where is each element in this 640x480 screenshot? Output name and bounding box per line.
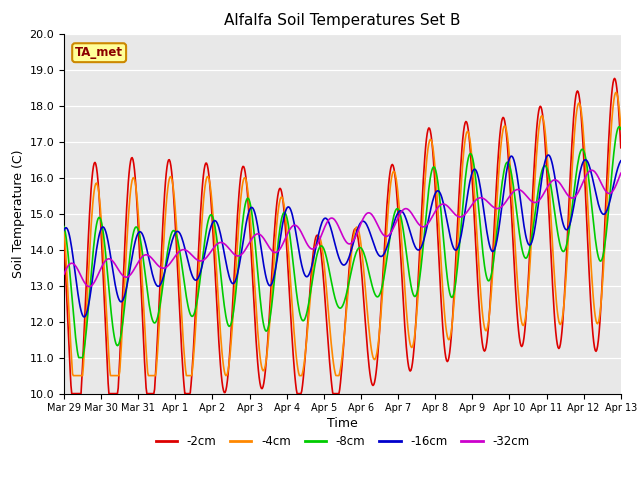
Line: -4cm: -4cm [64, 92, 621, 375]
Text: TA_met: TA_met [75, 46, 123, 59]
-4cm [411, 332, 419, 337]
-16cm [617, 158, 625, 164]
-2cm [185, 391, 193, 396]
-16cm [80, 314, 88, 320]
-8cm [428, 171, 435, 177]
-2cm [68, 391, 76, 396]
-16cm [128, 253, 136, 259]
-32cm [428, 216, 435, 222]
-32cm [185, 249, 193, 255]
-2cm [428, 132, 435, 138]
-8cm [185, 306, 193, 312]
-2cm [128, 155, 136, 160]
-4cm [185, 372, 193, 378]
-8cm [617, 126, 625, 132]
-4cm [60, 225, 68, 230]
-32cm [411, 216, 419, 221]
-32cm [214, 240, 222, 246]
-16cm [544, 152, 552, 158]
-8cm [70, 319, 78, 325]
-4cm [128, 178, 136, 183]
-16cm [428, 204, 435, 210]
-4cm [70, 372, 77, 378]
-8cm [128, 236, 136, 242]
Line: -32cm: -32cm [64, 170, 621, 287]
-4cm [617, 125, 625, 131]
-2cm [71, 391, 79, 396]
-8cm [411, 294, 419, 300]
Y-axis label: Soil Temperature (C): Soil Temperature (C) [12, 149, 26, 278]
-2cm [617, 145, 625, 151]
-4cm [428, 137, 435, 143]
-8cm [75, 355, 83, 360]
-32cm [70, 262, 78, 267]
-32cm [60, 271, 68, 277]
-16cm [185, 261, 193, 267]
-4cm [612, 89, 620, 95]
Line: -16cm: -16cm [64, 155, 621, 317]
Legend: -2cm, -4cm, -8cm, -16cm, -32cm: -2cm, -4cm, -8cm, -16cm, -32cm [151, 430, 534, 453]
-4cm [214, 294, 222, 300]
Line: -2cm: -2cm [64, 78, 621, 394]
-2cm [214, 326, 222, 332]
-8cm [214, 247, 222, 252]
-4cm [71, 372, 79, 378]
-8cm [60, 224, 68, 229]
X-axis label: Time: Time [327, 418, 358, 431]
-16cm [70, 262, 78, 268]
-32cm [617, 170, 625, 176]
Title: Alfalfa Soil Temperatures Set B: Alfalfa Soil Temperatures Set B [224, 13, 461, 28]
-16cm [60, 228, 68, 233]
-2cm [60, 238, 68, 243]
-32cm [128, 270, 136, 276]
-32cm [86, 284, 93, 289]
-32cm [588, 168, 596, 173]
Line: -8cm: -8cm [64, 127, 621, 358]
-2cm [611, 75, 618, 81]
-16cm [411, 243, 419, 249]
-2cm [411, 335, 419, 341]
-8cm [616, 124, 623, 130]
-16cm [214, 223, 222, 228]
